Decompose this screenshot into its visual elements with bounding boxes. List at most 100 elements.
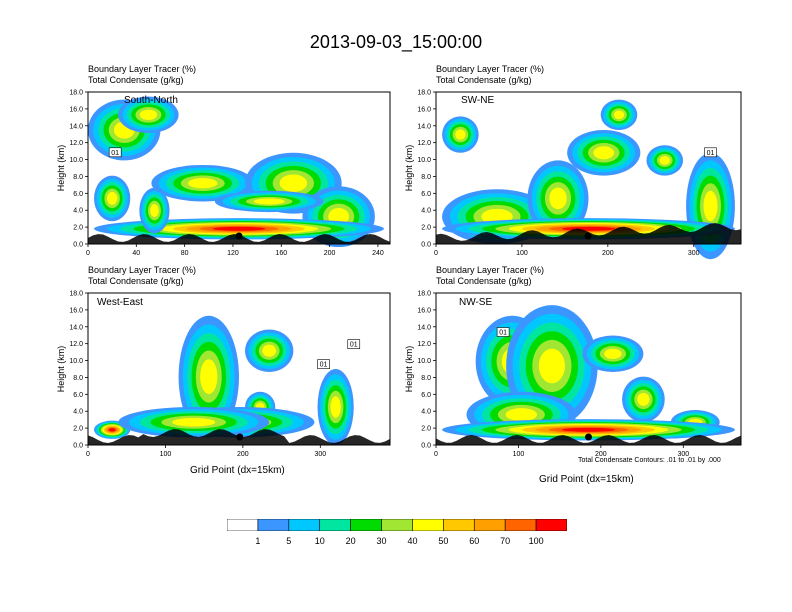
panel-1-name: South-North bbox=[124, 95, 178, 106]
panel-1-xtick-label: 200 bbox=[324, 250, 336, 257]
panel-2-tracer-region bbox=[613, 110, 625, 120]
panel-3-ytick-label: 18.0 bbox=[69, 291, 83, 298]
panel-2-name: SW-NE bbox=[461, 95, 495, 106]
panel-1-ytick-label: 18.0 bbox=[69, 90, 83, 97]
panel-1-tracer-region bbox=[150, 204, 159, 218]
panel-2-ytick-label: 14.0 bbox=[417, 123, 431, 130]
panel-2-contour-label-box bbox=[704, 147, 717, 158]
panel-4-contour-label-box bbox=[496, 327, 510, 337]
panel-2-tracer-region bbox=[561, 226, 616, 231]
panel-2-tracer-region bbox=[703, 190, 718, 222]
colorbar-swatch bbox=[350, 519, 382, 531]
panel-2-tracer-region bbox=[593, 146, 615, 160]
panel-1-ytick-label: 12.0 bbox=[69, 140, 83, 147]
panel-2-tracer-region bbox=[455, 129, 466, 140]
panel-3-contour-label-box bbox=[317, 359, 330, 369]
panel-2-location-marker bbox=[584, 232, 592, 240]
panel-2-ytick-label: 10.0 bbox=[417, 157, 431, 164]
colorbar-label: 10 bbox=[314, 536, 325, 546]
panel-4-ytick-label: 10.0 bbox=[417, 358, 431, 365]
panel-3-ytick-label: 8.0 bbox=[73, 375, 83, 382]
panel-2-header-tracer: Boundary Layer Tracer (%) bbox=[436, 64, 545, 74]
panel-2-xtick-label: 100 bbox=[516, 250, 528, 257]
panel-3-tracer-region bbox=[330, 396, 341, 418]
panel-2-tracer-region bbox=[549, 187, 567, 210]
panel-4-ytick-label: 14.0 bbox=[417, 324, 431, 331]
panel-3-contour-label: 01 bbox=[350, 342, 358, 349]
panel-3-ytick-label: 0.0 bbox=[73, 443, 83, 450]
panel-3-ytick-label: 6.0 bbox=[73, 392, 83, 399]
panel-4-tracer-region bbox=[538, 348, 565, 384]
panel-1-tracer-region bbox=[106, 191, 118, 205]
contour-note: Total Condensate Contours: .01 to .01 by… bbox=[578, 457, 721, 464]
panel-3-xtick-label: 300 bbox=[314, 451, 326, 458]
panel-3-tracer-region bbox=[200, 359, 218, 394]
panel-1-tracer-region bbox=[188, 177, 218, 189]
panel-4-tracer-region bbox=[604, 348, 622, 360]
colorbar-label: 20 bbox=[345, 536, 356, 546]
panel-1-tracer-region bbox=[139, 109, 158, 121]
panel-1-xtick-label: 120 bbox=[227, 250, 239, 257]
colorbar-label: 5 bbox=[286, 536, 292, 546]
panel-3-xlabel: Grid Point (dx=15km) bbox=[190, 465, 285, 476]
panel-2-ytick-label: 12.0 bbox=[417, 140, 431, 147]
panel-4-ytick-label: 12.0 bbox=[417, 341, 431, 348]
panel-4-ylabel: Height (km) bbox=[404, 346, 414, 393]
colorbar-swatch bbox=[381, 519, 413, 531]
panel-4-tracer-region bbox=[561, 427, 616, 432]
panel-1-ytick-label: 6.0 bbox=[73, 191, 83, 198]
panel-4-name: NW-SE bbox=[459, 297, 493, 308]
panel-4-xlabel: Grid Point (dx=15km) bbox=[539, 474, 634, 485]
panel-3-ytick-label: 14.0 bbox=[69, 324, 83, 331]
panel-3-contour-label: 01 bbox=[320, 362, 328, 369]
colorbar-swatch bbox=[443, 519, 475, 531]
panel-3-header-tracer: Boundary Layer Tracer (%) bbox=[88, 265, 197, 275]
panel-4-header-condensate: Total Condensate (g/kg) bbox=[436, 276, 532, 286]
colorbar-label: 40 bbox=[407, 536, 418, 546]
panel-3-tracer-region bbox=[108, 428, 116, 432]
panel-1-ytick-label: 2.0 bbox=[73, 225, 83, 232]
panel-2-ytick-label: 2.0 bbox=[421, 225, 431, 232]
panel-1-contour-label-box bbox=[108, 147, 122, 158]
panel-4-tracer-region bbox=[637, 392, 650, 406]
panel-1-ytick-label: 8.0 bbox=[73, 174, 83, 181]
panel-4-xtick-label: 300 bbox=[677, 451, 689, 458]
panel-3-ytick-label: 10.0 bbox=[69, 358, 83, 365]
panel-2-tracer-region bbox=[659, 156, 670, 165]
panel-3-frame bbox=[87, 292, 391, 446]
panel-3-tracer-region bbox=[172, 417, 216, 427]
panel-1-xtick-label: 160 bbox=[275, 250, 287, 257]
colorbar-label: 70 bbox=[500, 536, 511, 546]
panel-4-frame bbox=[435, 292, 742, 446]
panel-4-xtick-label: 200 bbox=[595, 451, 607, 458]
panel-1-header-condensate: Total Condensate (g/kg) bbox=[88, 75, 184, 85]
panel-1-tracer-region bbox=[253, 198, 285, 205]
panel-3-tracer-region bbox=[262, 344, 277, 357]
colorbar-swatch bbox=[473, 519, 506, 531]
panel-1-tracer-region bbox=[212, 226, 266, 231]
panel-1-location-marker bbox=[235, 232, 243, 240]
panel-1-xtick-label: 80 bbox=[181, 250, 189, 257]
panel-3-header: Boundary Layer Tracer (%) Total Condensa… bbox=[88, 265, 196, 287]
panel-1-ytick-label: 14.0 bbox=[69, 123, 83, 130]
panel-3-ytick-label: 12.0 bbox=[69, 341, 83, 348]
colorbar-swatch bbox=[535, 519, 567, 531]
figure-title: 2013-09-03_15:00:00 bbox=[309, 32, 483, 52]
panel-4-location-marker bbox=[585, 433, 592, 441]
panel-3-xtick-label: 100 bbox=[160, 451, 172, 458]
panel-4-ytick-label: 0.0 bbox=[421, 443, 431, 450]
colorbar-label: 30 bbox=[376, 536, 387, 546]
panel-3-contour-label-box bbox=[347, 339, 361, 349]
panel-4-ytick-label: 16.0 bbox=[417, 307, 431, 314]
panel-1-ytick-label: 4.0 bbox=[73, 208, 83, 215]
panel-2-xtick-label: 200 bbox=[602, 250, 614, 257]
panel-4-ytick-label: 18.0 bbox=[417, 291, 431, 298]
panel-1-header-tracer: Boundary Layer Tracer (%) bbox=[88, 64, 197, 74]
panel-1-ytick-label: 10.0 bbox=[69, 157, 83, 164]
panel-2-ytick-label: 8.0 bbox=[421, 174, 431, 181]
panel-3-ytick-label: 16.0 bbox=[69, 307, 83, 314]
colorbar-swatch bbox=[319, 519, 351, 531]
panel-4-contour-label: 01 bbox=[499, 330, 507, 337]
panel-2-ytick-label: 0.0 bbox=[421, 242, 431, 249]
